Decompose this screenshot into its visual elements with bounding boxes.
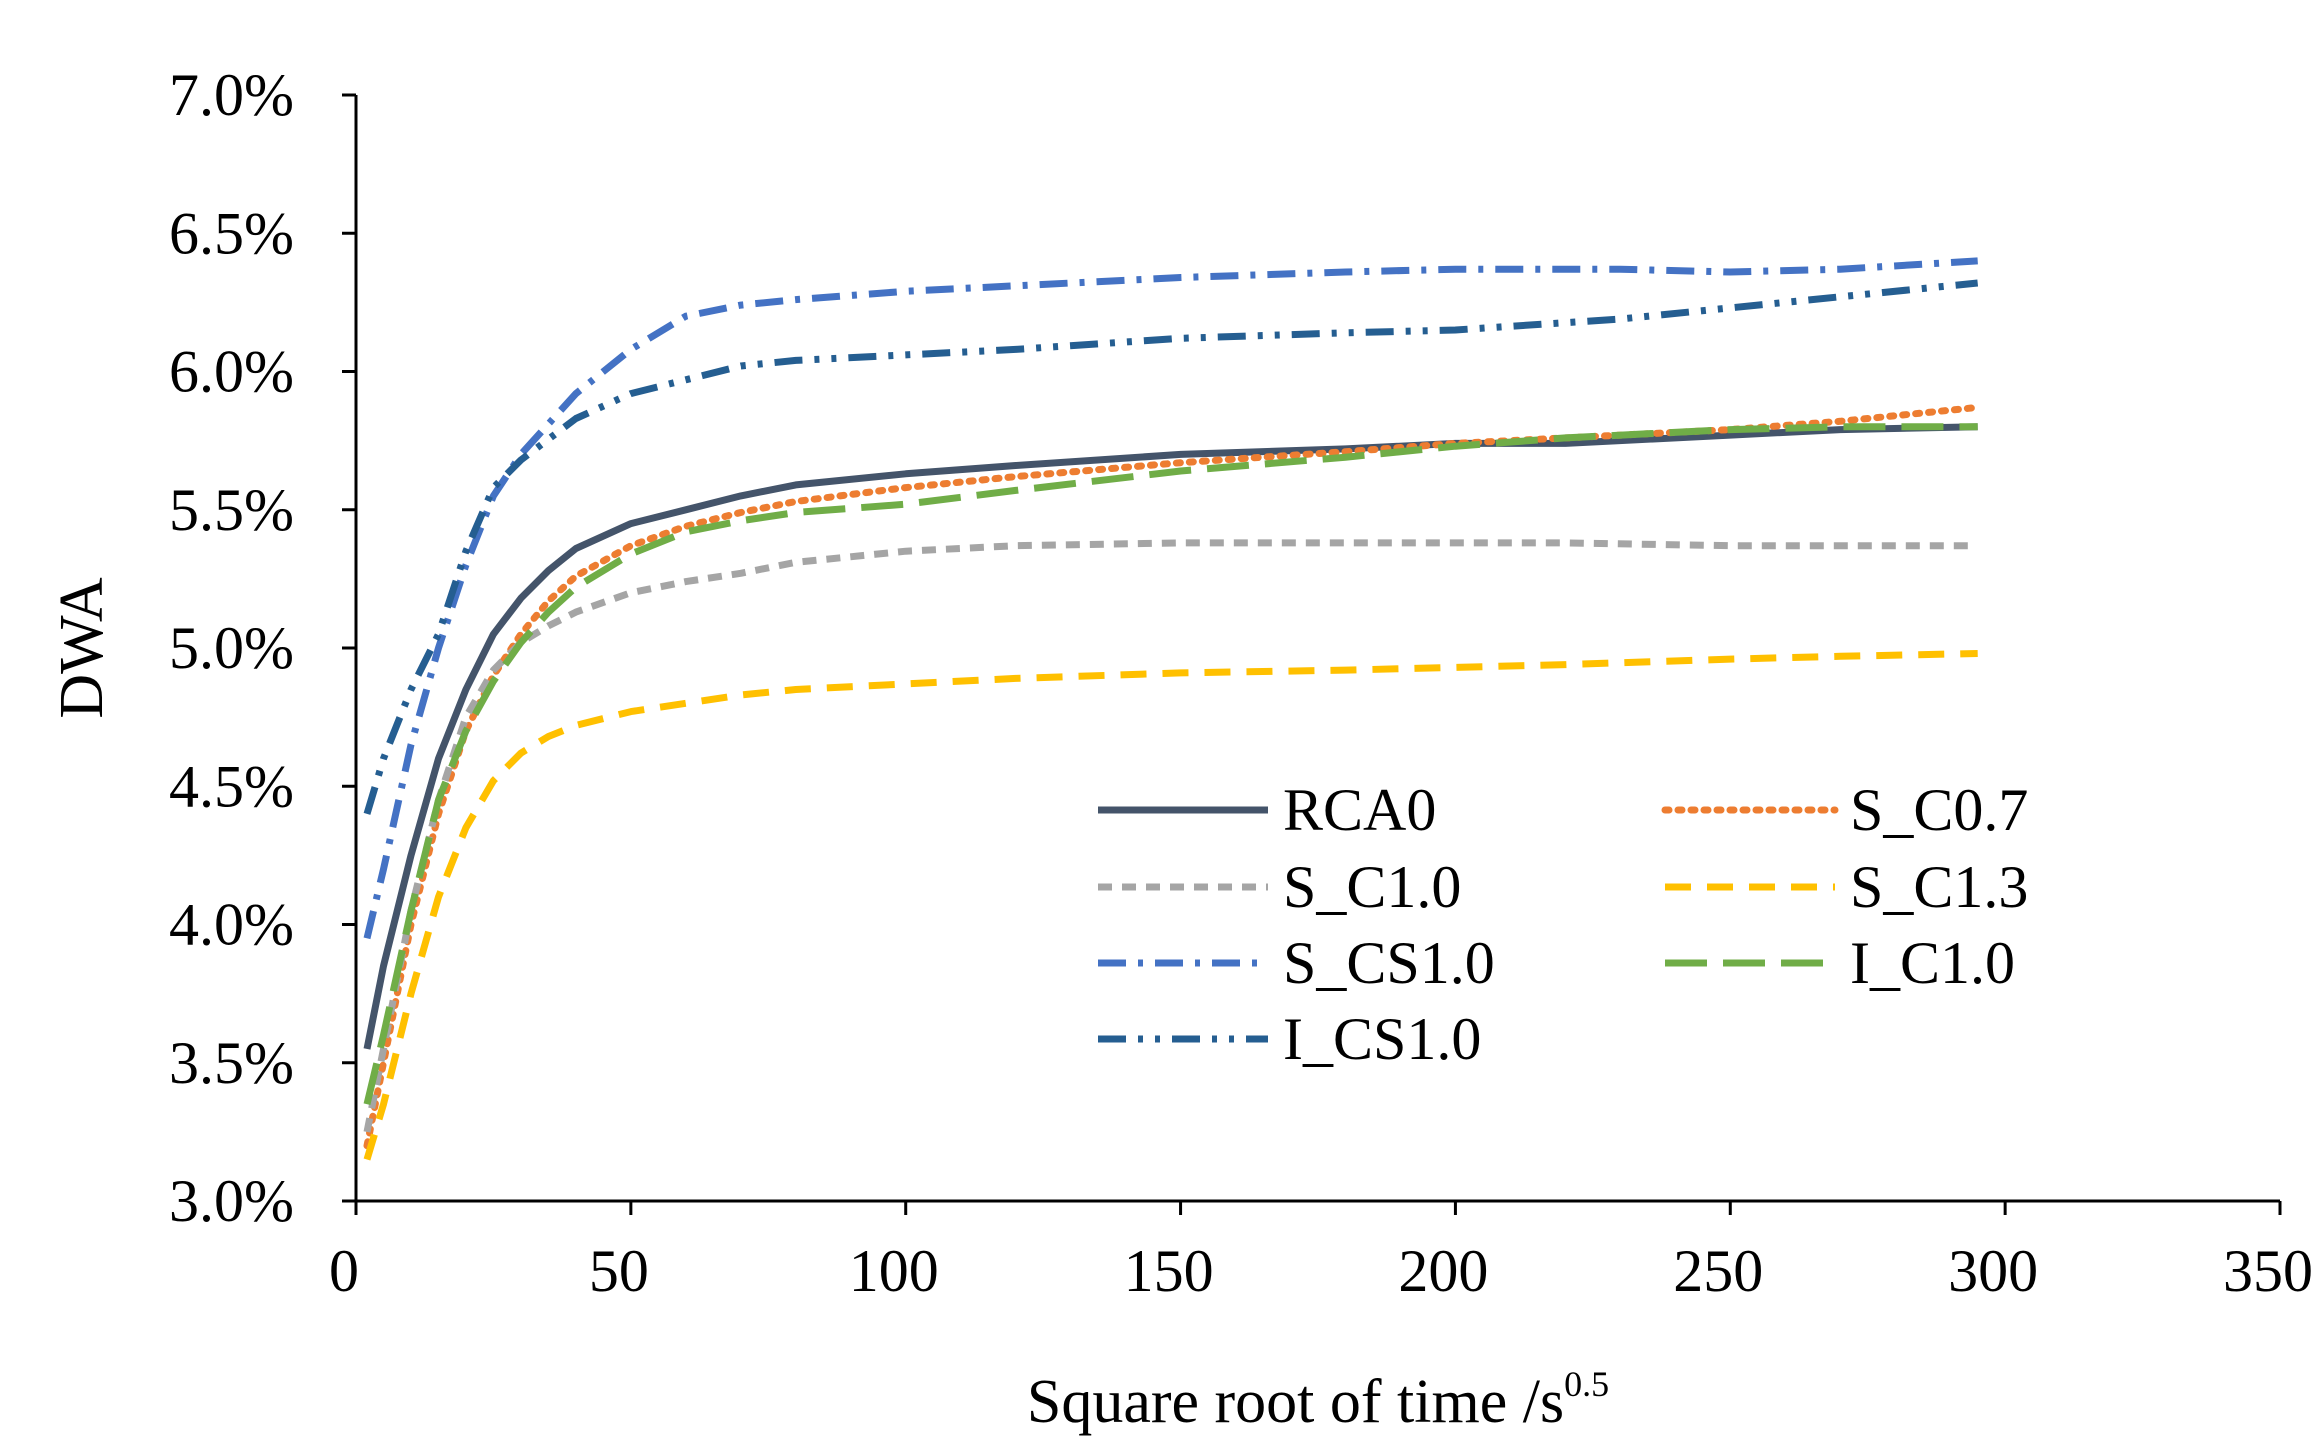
series-line-i-cs1-0	[363, 279, 1979, 815]
x-tick-label: 200	[1398, 1238, 1488, 1304]
x-tick-label: 0	[329, 1238, 359, 1304]
y-axis-title: DWA	[48, 577, 116, 718]
x-tick-label: 100	[849, 1238, 939, 1304]
y-tick-label: 6.0%	[169, 339, 294, 405]
legend-label: RCA0	[1283, 777, 1436, 843]
x-tick-label: 150	[1124, 1238, 1214, 1304]
ticks: 3.0% 3.5% 4.0% 4.5% 5.0% 5.5% 6.0% 6.5% 7.0% 0 50 1…	[169, 62, 2313, 1304]
legend: RCA0 S_C0.7 S_C1.0 S_C1.3 S_CS1.0 I_C1.0 I_CS1…	[1098, 777, 2028, 1072]
y-tick-label: 4.5%	[169, 753, 294, 819]
series-line-rca0	[363, 423, 1978, 1050]
series-line-s-c0-7	[363, 403, 1982, 1150]
legend-label: S_CS1.0	[1283, 930, 1495, 996]
y-tick-label: 3.5%	[169, 1030, 294, 1096]
legend-label: S_C1.0	[1283, 854, 1461, 920]
x-tick-label: 350	[2223, 1238, 2313, 1304]
x-axis-title-text: Square root of time /s	[1027, 1368, 1564, 1436]
legend-label: S_C0.7	[1850, 777, 2028, 843]
x-axis-title-superscript: 0.5	[1564, 1364, 1609, 1404]
y-tick-label: 7.0%	[169, 62, 294, 128]
series-line-i-c1-0	[363, 423, 1978, 1106]
x-tick-label: 250	[1673, 1238, 1763, 1304]
y-tick-label: 5.0%	[169, 615, 294, 681]
x-tick-label: 300	[1948, 1238, 2038, 1304]
y-tick-label: 6.5%	[169, 200, 294, 266]
x-axis-title: Square root of time /s0.5	[1027, 1364, 1609, 1436]
series	[363, 257, 1982, 1161]
series-line-s-c1-3	[363, 650, 1978, 1161]
legend-label: S_C1.3	[1850, 854, 2028, 920]
y-tick-label: 3.0%	[169, 1168, 294, 1234]
series-line-s-c1-0	[363, 539, 1978, 1133]
legend-label: I_CS1.0	[1283, 1006, 1481, 1072]
series-line-s-cs1-0	[363, 257, 1978, 940]
x-tick-label: 50	[589, 1238, 649, 1304]
y-tick-label: 5.5%	[169, 477, 294, 543]
y-tick-label: 4.0%	[169, 892, 294, 958]
legend-label: I_C1.0	[1850, 930, 2015, 996]
